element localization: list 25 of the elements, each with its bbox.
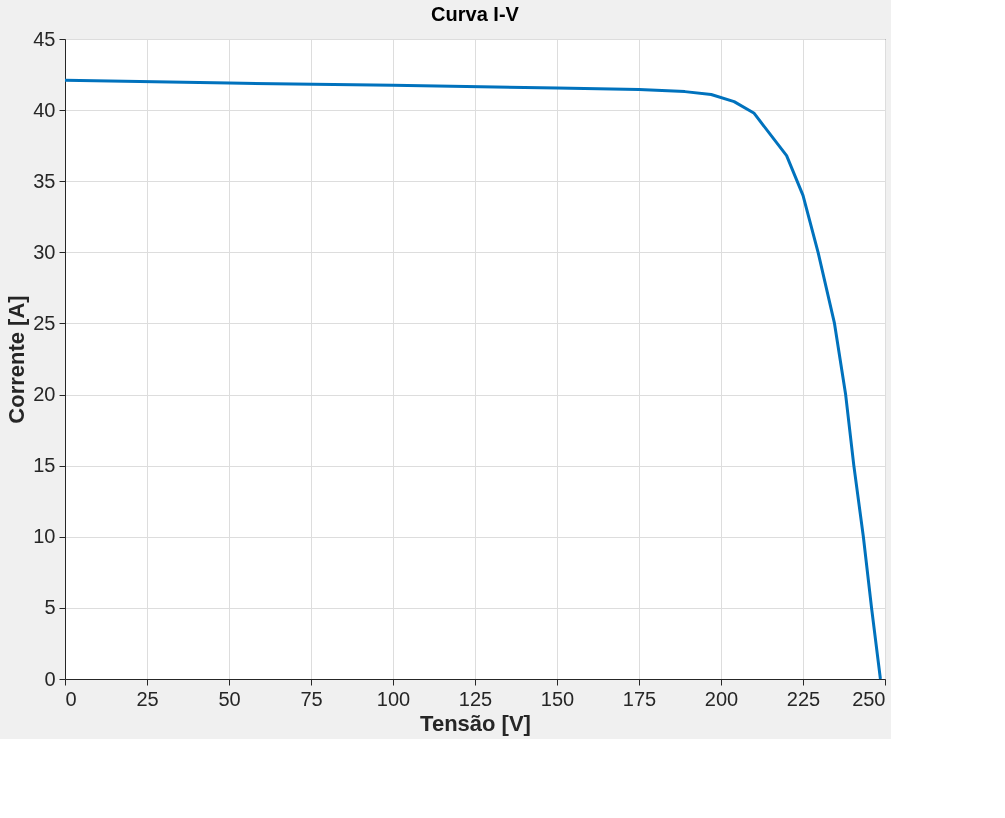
y-tick-label: 40 [33, 98, 56, 121]
x-tick-label: 175 [622, 687, 657, 710]
y-tick-label: 0 [44, 667, 56, 690]
line-series [63, 78, 882, 681]
y-tick-label: 35 [33, 169, 56, 192]
x-tick-label: 200 [704, 687, 739, 710]
y-tick-label: 25 [33, 311, 56, 334]
x-tick-label: 125 [458, 687, 493, 710]
x-tick-label: 75 [300, 687, 323, 710]
x-tick-label: 150 [540, 687, 575, 710]
x-tick-label: 250 [852, 687, 886, 710]
chart-title: Curva I-V [431, 3, 520, 25]
x-tick-label: 25 [136, 687, 159, 710]
y-tick-label: 10 [33, 525, 56, 548]
x-tick-label: 0 [65, 687, 77, 710]
y-tick-label: 30 [33, 240, 56, 263]
y-tick-label: 45 [33, 27, 56, 50]
y-tick-label: 5 [44, 596, 56, 619]
y-tick-label: 20 [33, 383, 56, 406]
x-tick-label: 100 [376, 687, 411, 710]
y-axis-title: Corrente [A] [4, 295, 30, 424]
y-tick-label: 15 [33, 454, 56, 477]
x-tick-label: 225 [786, 687, 821, 710]
x-axis-title: Tensão [V] [420, 710, 531, 736]
x-tick-label: 50 [218, 687, 241, 710]
